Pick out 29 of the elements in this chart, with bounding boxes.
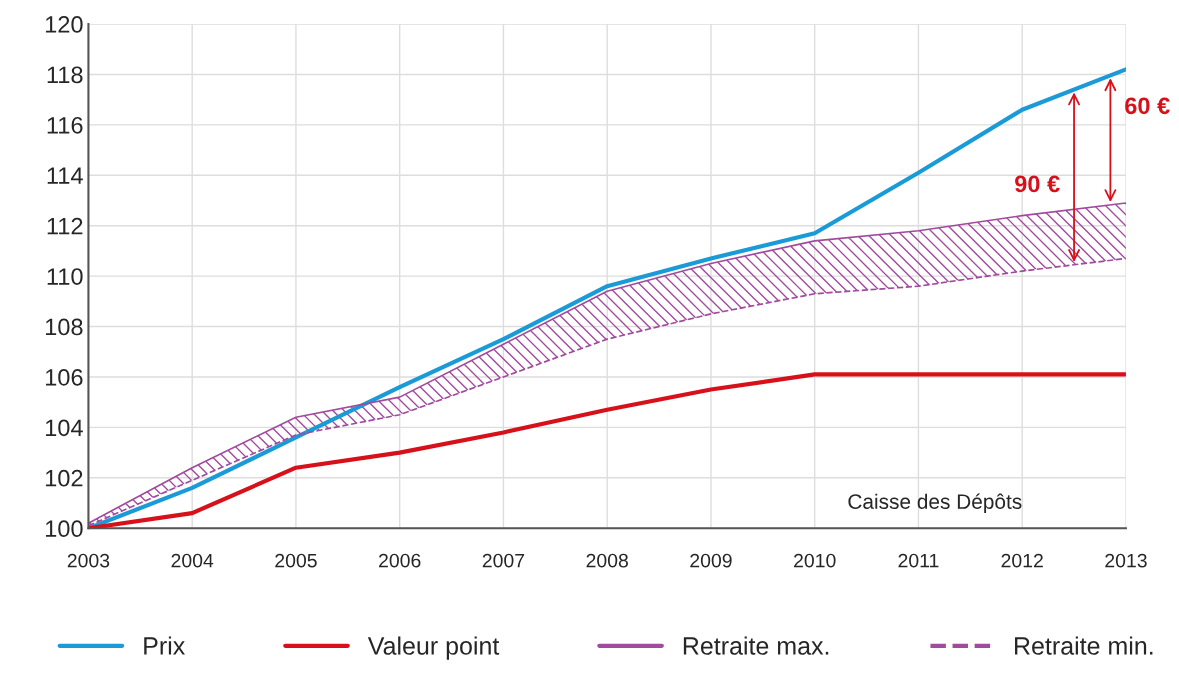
x-tick-label: 2011 <box>898 553 939 568</box>
x-tick-label: 2004 <box>171 553 214 568</box>
y-tick-label: 106 <box>45 369 83 386</box>
legend-label: Prix <box>144 636 185 655</box>
x-tick-label: 2013 <box>1105 553 1147 568</box>
annotation: Caisse des Dépôts <box>848 493 1022 514</box>
legend-label: Retraite min. <box>1015 636 1153 655</box>
x-tick-label: 2007 <box>482 553 525 568</box>
y-tick-label: 118 <box>47 66 83 84</box>
annotation: 60 € <box>1125 97 1170 115</box>
x-tick-label: 2009 <box>690 553 732 568</box>
y-tick-label: 104 <box>45 419 83 437</box>
x-tick-label: 2012 <box>1001 553 1043 568</box>
x-tick-label: 2003 <box>67 553 110 568</box>
y-tick-label: 120 <box>45 16 83 33</box>
y-tick-label: 114 <box>47 167 83 184</box>
annotation: 90 € <box>1015 175 1060 193</box>
x-tick-label: 2010 <box>794 553 836 568</box>
y-tick-label: 100 <box>45 520 83 538</box>
legend-label: Valeur point <box>367 636 500 660</box>
x-tick-label: 2006 <box>379 553 421 568</box>
y-tick-label: 116 <box>47 116 83 134</box>
y-tick-label: 108 <box>45 318 83 336</box>
x-tick-label: 2005 <box>275 553 317 568</box>
y-tick-label: 102 <box>45 469 83 487</box>
legend-label: Retraite max. <box>683 636 829 655</box>
x-tick-label: 2008 <box>586 553 628 568</box>
y-tick-label: 110 <box>47 268 83 285</box>
y-tick-label: 112 <box>47 217 83 235</box>
